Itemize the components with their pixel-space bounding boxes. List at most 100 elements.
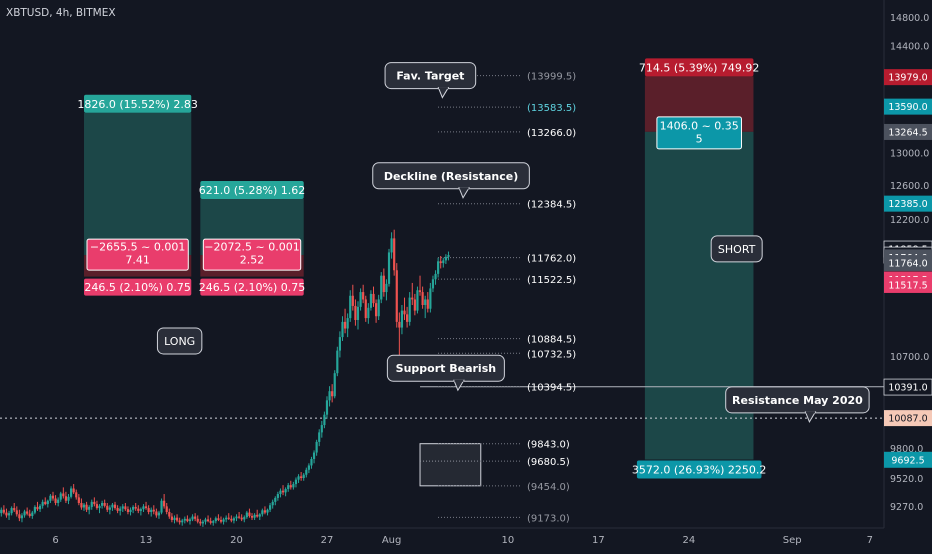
candle xyxy=(204,517,207,525)
price-badge-bg xyxy=(884,195,932,212)
level-label: (9843.0) xyxy=(527,440,570,451)
symbol-title: XBTUSD, 4h, BITMEX xyxy=(6,7,116,19)
candle-body xyxy=(323,414,326,426)
callout-bubble xyxy=(372,162,530,190)
candle xyxy=(318,429,321,447)
candle-body xyxy=(429,288,432,309)
candle-body xyxy=(82,504,86,508)
price-badge-bg xyxy=(884,451,932,468)
candle-body xyxy=(300,476,303,479)
price-badge-bg xyxy=(884,123,932,140)
candle-body xyxy=(88,506,91,510)
candle xyxy=(33,505,36,515)
callout-bubble xyxy=(156,327,203,355)
candle xyxy=(90,499,93,510)
candle-body xyxy=(36,506,39,510)
callout-short: SHORT xyxy=(710,235,763,263)
candle-body xyxy=(232,518,236,521)
candle-body xyxy=(439,261,442,264)
candle-body xyxy=(196,518,199,522)
candle-body xyxy=(170,516,173,520)
price-badge-bg xyxy=(884,69,932,86)
candle-body xyxy=(237,516,241,518)
candle-body xyxy=(155,511,158,516)
candle xyxy=(178,517,181,525)
candle xyxy=(80,498,83,510)
candle xyxy=(263,506,267,515)
candle-body xyxy=(206,519,210,522)
candle-body xyxy=(297,476,300,480)
candle xyxy=(413,293,416,316)
candle xyxy=(212,519,215,526)
price-tick-label: 12600.0 xyxy=(890,181,929,192)
time-tick-label: Sep xyxy=(783,535,802,546)
candle xyxy=(418,275,422,296)
candle-body xyxy=(315,441,318,453)
candle-body xyxy=(372,293,375,304)
level-label: (11762.0) xyxy=(527,254,576,265)
candle xyxy=(62,487,65,499)
candle-body xyxy=(69,488,73,497)
candle-body xyxy=(75,492,78,498)
candle xyxy=(163,494,166,509)
stop-label-bg xyxy=(644,58,754,77)
candle-body xyxy=(336,350,339,374)
candle-body xyxy=(406,314,409,322)
candle-body xyxy=(390,238,393,253)
candle-body xyxy=(434,273,437,280)
candle xyxy=(183,516,186,524)
callout-text: Support Bearish xyxy=(396,362,496,375)
candle xyxy=(98,504,101,514)
level-label: (10732.5) xyxy=(527,349,576,360)
candle-body xyxy=(181,520,184,523)
candle xyxy=(67,494,70,505)
candle-body xyxy=(253,514,256,518)
candle-body xyxy=(72,488,75,493)
mid-label-bg xyxy=(656,116,742,150)
candle xyxy=(152,505,155,515)
candle-body xyxy=(411,297,414,300)
candle xyxy=(113,501,117,510)
candle-body xyxy=(364,299,367,319)
candle xyxy=(377,294,380,320)
candle-body xyxy=(271,501,274,506)
stop-label-bg xyxy=(200,278,304,296)
profit-zone xyxy=(84,112,192,256)
candle xyxy=(7,510,11,520)
candle-body xyxy=(2,509,5,513)
price-axis[interactable]: 14800.0 14400.0 13000.0 12600.0 12200.0 10700… xyxy=(883,0,932,528)
candle-body xyxy=(369,293,373,308)
candle xyxy=(201,519,205,527)
candle xyxy=(258,513,261,520)
candle-body xyxy=(132,506,135,510)
target-label: 3572.0 (26.93%) 2250.2 xyxy=(632,464,767,477)
price-tick-label: 14800.0 xyxy=(890,13,929,24)
candle-body xyxy=(77,497,80,503)
candle xyxy=(173,515,176,524)
price-badge-text: 13264.5 xyxy=(888,127,927,138)
candle xyxy=(196,515,199,524)
candle-body xyxy=(346,318,349,329)
candle xyxy=(126,506,130,515)
time-axis[interactable]: 6 13 20 27 Aug 10 17 24 Sep 7 xyxy=(0,527,932,550)
candle xyxy=(354,299,357,326)
candle-body xyxy=(367,307,370,319)
candle xyxy=(253,513,256,520)
candle-body xyxy=(354,305,357,320)
candle xyxy=(23,509,26,518)
candle xyxy=(369,290,373,311)
candle xyxy=(284,487,287,497)
candle xyxy=(237,512,241,519)
stop-label: 714.5 (5.39%) 749.92 xyxy=(639,61,760,74)
labels-layer: (13999.5) (13583.5) (13266.0) (12384.5) (117… xyxy=(527,72,576,525)
candle xyxy=(116,505,119,514)
candle-body xyxy=(418,290,422,293)
candle-body xyxy=(266,509,269,513)
candle xyxy=(243,515,246,523)
candle xyxy=(416,286,419,314)
candle xyxy=(147,505,150,515)
candle-body xyxy=(103,502,106,506)
